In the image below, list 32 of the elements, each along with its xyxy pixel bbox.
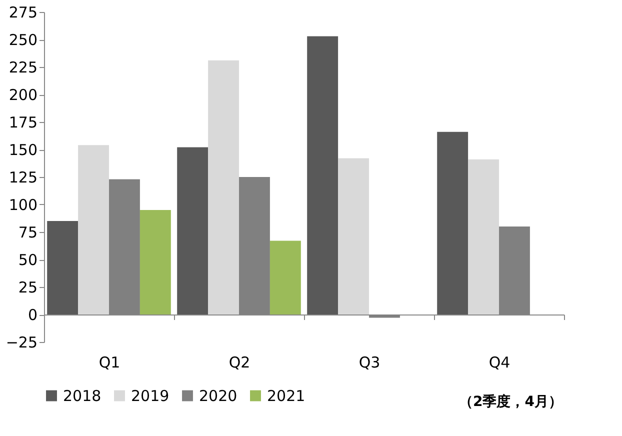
y-tick-label: 75 [18,224,38,242]
y-tick-label: 25 [18,278,38,296]
y-tick-label: 0 [28,306,38,324]
bar [47,221,78,314]
y-tick-label: −25 [6,334,38,352]
bar [177,147,208,314]
legend-label: 2020 [199,386,238,405]
bar [338,158,369,314]
y-tick-label: 150 [8,141,38,159]
y-tick-label: 100 [8,196,38,214]
bar [208,60,239,314]
x-tick-label: Q3 [358,354,380,372]
bar [437,132,468,314]
y-tick-label: 50 [18,251,38,269]
y-tick-label: 175 [8,114,38,132]
y-tick-label: 125 [8,168,38,186]
bar [140,210,171,314]
x-tick-label: Q2 [228,354,250,372]
x-tick-label: Q4 [488,354,510,372]
legend-label: 2018 [63,386,102,405]
legend-label: 2021 [267,386,306,405]
bar [307,36,338,314]
legend-label: 2019 [131,386,170,405]
y-tick-label: 200 [8,86,38,104]
bar [270,240,301,314]
y-tick-label: 275 [8,4,38,22]
bar [78,145,109,314]
text: （2季度，4月） [459,393,562,410]
x-tick-label: Q1 [98,354,120,372]
y-tick-label: 250 [8,31,38,49]
bar [468,159,499,314]
y-tick-label: 225 [8,58,38,76]
